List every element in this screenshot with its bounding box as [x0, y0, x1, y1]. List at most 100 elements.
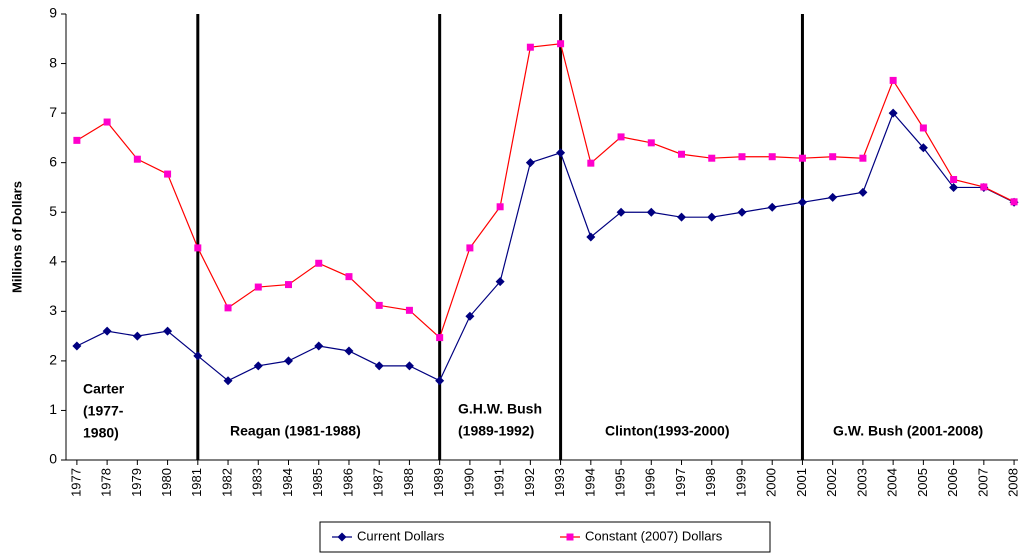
- x-tick-label: 1983: [250, 468, 265, 497]
- era-label: G.W. Bush (2001-2008): [833, 423, 983, 439]
- marker: [314, 341, 324, 351]
- marker: [253, 361, 263, 371]
- x-tick-label: 1991: [492, 468, 507, 497]
- marker: [436, 334, 444, 342]
- marker: [889, 76, 897, 84]
- marker: [435, 376, 445, 386]
- legend-box: [319, 521, 771, 553]
- marker: [617, 133, 625, 141]
- y-tick-label: 1: [49, 401, 57, 417]
- x-tick-label: 1980: [159, 468, 174, 497]
- marker: [708, 154, 716, 162]
- marker: [980, 183, 988, 191]
- marker: [345, 273, 353, 281]
- x-tick-label: 1997: [673, 468, 688, 497]
- marker: [918, 143, 928, 153]
- marker: [737, 207, 747, 217]
- x-tick-label: 1992: [522, 468, 537, 497]
- marker: [72, 341, 82, 351]
- x-tick-label: 1986: [340, 468, 355, 497]
- x-tick-label: 1994: [582, 468, 597, 497]
- marker: [284, 356, 294, 366]
- marker: [526, 43, 534, 51]
- y-axis-label: Millions of Dollars: [9, 181, 24, 293]
- y-tick-label: 8: [49, 54, 57, 70]
- x-tick-label: 1981: [189, 468, 204, 497]
- y-tick-label: 4: [49, 252, 57, 268]
- marker: [888, 108, 898, 118]
- marker: [859, 154, 867, 162]
- marker: [557, 40, 565, 48]
- x-tick-label: 2002: [824, 468, 839, 497]
- x-tick-label: 2008: [1006, 468, 1020, 497]
- marker: [828, 192, 838, 202]
- era-label: Reagan (1981-1988): [230, 423, 361, 439]
- y-tick-label: 5: [49, 203, 57, 219]
- marker: [315, 259, 323, 267]
- marker: [616, 207, 626, 217]
- marker: [950, 176, 958, 184]
- marker: [133, 155, 141, 163]
- marker: [193, 351, 203, 361]
- marker: [194, 244, 202, 252]
- marker: [647, 139, 655, 147]
- marker: [405, 306, 413, 314]
- marker: [919, 124, 927, 132]
- marker: [285, 281, 293, 289]
- y-tick-label: 6: [49, 153, 57, 169]
- x-tick-label: 2005: [915, 468, 930, 497]
- era-label: 1980): [83, 425, 119, 441]
- x-tick-label: 2004: [885, 468, 900, 497]
- x-tick-label: 1988: [401, 468, 416, 497]
- marker: [496, 203, 504, 211]
- x-tick-label: 2001: [794, 468, 809, 497]
- marker: [797, 197, 807, 207]
- era-label: Clinton(1993-2000): [605, 423, 729, 439]
- marker: [707, 212, 717, 222]
- series-line: [76, 43, 1015, 339]
- x-tick-label: 1979: [129, 468, 144, 497]
- x-tick-label: 1998: [703, 468, 718, 497]
- marker: [678, 150, 686, 158]
- marker: [495, 277, 505, 287]
- x-tick-label: 1985: [310, 468, 325, 497]
- marker: [949, 182, 959, 192]
- marker: [164, 170, 172, 178]
- marker: [587, 159, 595, 167]
- x-tick-label: 1982: [219, 468, 234, 497]
- marker: [224, 304, 232, 312]
- marker: [646, 207, 656, 217]
- marker: [132, 331, 142, 341]
- marker: [465, 311, 475, 321]
- marker: [677, 212, 687, 222]
- y-tick-label: 7: [49, 104, 57, 120]
- marker: [829, 153, 837, 161]
- era-label: Carter: [83, 381, 125, 397]
- series-line: [76, 111, 1015, 382]
- marker: [344, 346, 354, 356]
- x-tick-label: 2003: [854, 468, 869, 497]
- x-tick-label: 1990: [461, 468, 476, 497]
- era-label: G.H.W. Bush: [458, 401, 542, 417]
- x-tick-label: 1993: [552, 468, 567, 497]
- x-tick-label: 1977: [68, 468, 83, 497]
- marker: [768, 153, 776, 161]
- legend-marker: [337, 532, 347, 542]
- legend-label: Current Dollars: [357, 528, 445, 543]
- x-tick-label: 1996: [643, 468, 658, 497]
- era-label: (1989-1992): [458, 423, 534, 439]
- era-label: (1977-: [83, 403, 124, 419]
- x-tick-label: 1999: [733, 468, 748, 497]
- marker: [738, 153, 746, 161]
- x-tick-label: 1987: [371, 468, 386, 497]
- marker: [798, 154, 806, 162]
- marker: [858, 187, 868, 197]
- x-tick-label: 2006: [945, 468, 960, 497]
- x-tick-label: 1978: [99, 468, 114, 497]
- legend-marker: [566, 533, 574, 541]
- marker: [223, 376, 233, 386]
- x-tick-label: 1989: [431, 468, 446, 497]
- marker: [73, 136, 81, 144]
- marker: [767, 202, 777, 212]
